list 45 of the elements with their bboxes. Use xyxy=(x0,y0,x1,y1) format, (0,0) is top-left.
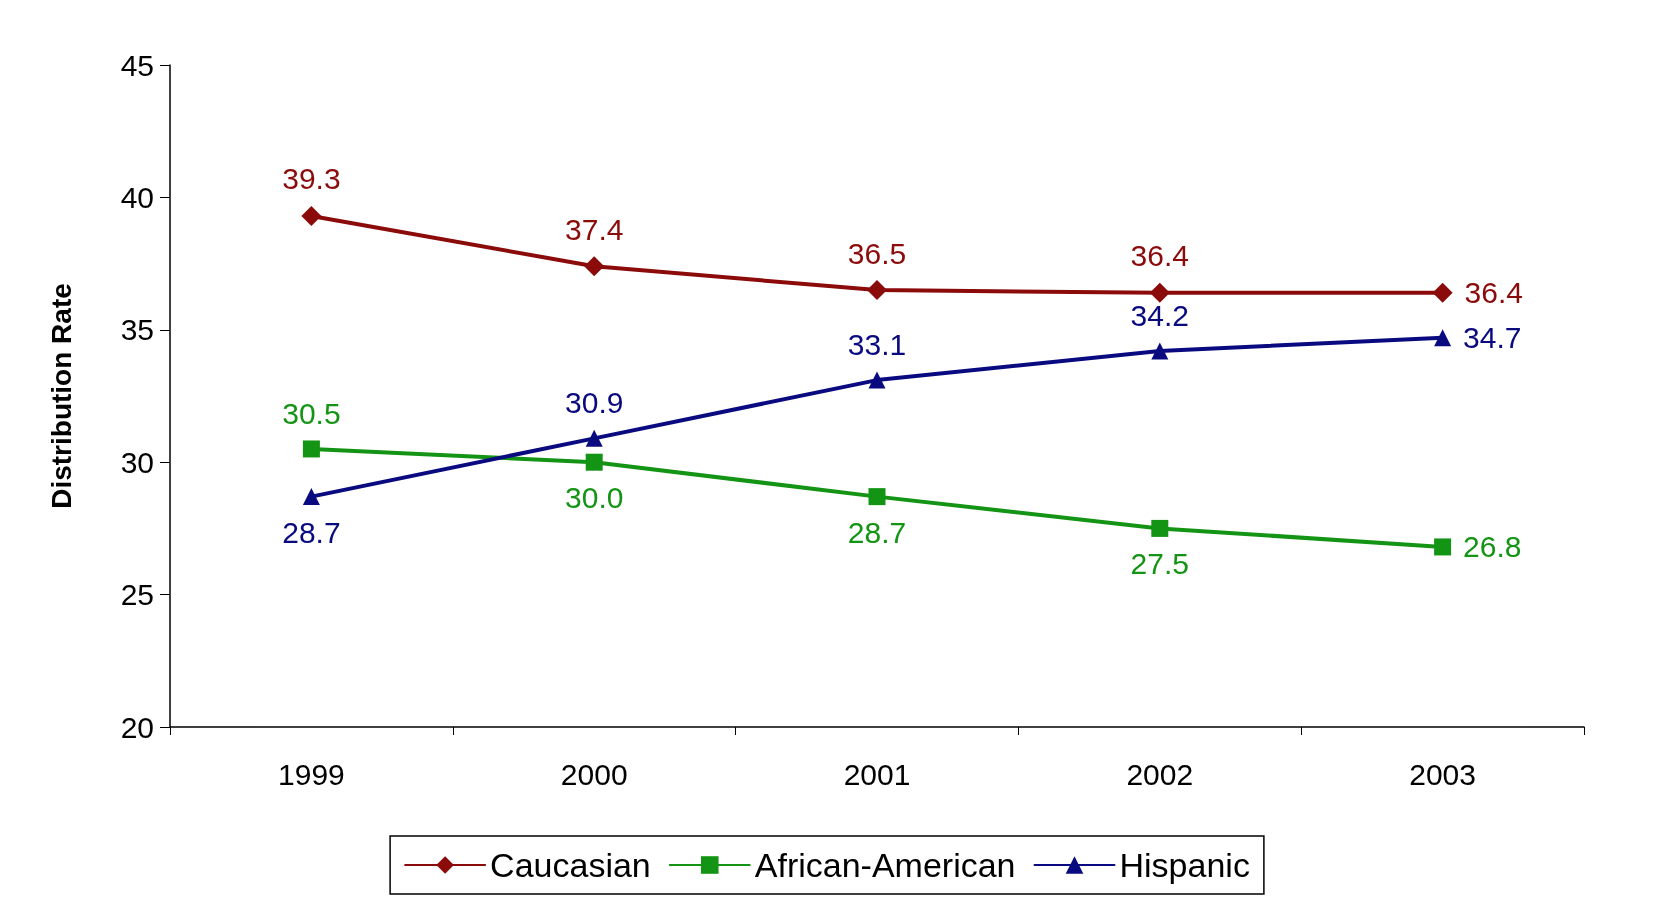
y-axis-title: Distribution Rate xyxy=(45,283,77,509)
point xyxy=(868,488,886,506)
y-tick-label: 30 xyxy=(120,445,154,479)
data-label: 36.5 xyxy=(847,236,907,270)
x-tick-label: 2000 xyxy=(560,757,628,791)
point xyxy=(585,453,603,471)
data-label: 37.4 xyxy=(565,212,624,246)
y-tick-label: 20 xyxy=(120,710,154,744)
data-label: 36.4 xyxy=(1464,276,1523,310)
x-tick-label: 2001 xyxy=(843,757,911,791)
legend-label: Hispanic xyxy=(1119,846,1250,884)
point xyxy=(1434,538,1452,556)
x-tick-label: 1999 xyxy=(278,757,345,791)
legend-label: Caucasian xyxy=(490,846,651,884)
data-label: 30.9 xyxy=(565,386,624,420)
data-label: 34.7 xyxy=(1463,321,1522,355)
point xyxy=(1151,342,1169,360)
x-tick-label: 2002 xyxy=(1126,757,1194,791)
y-tick-label: 45 xyxy=(120,48,154,82)
data-label: 28.7 xyxy=(282,515,341,549)
point xyxy=(867,280,887,301)
point xyxy=(585,429,603,447)
data-label: 28.7 xyxy=(847,515,907,549)
data-label: 30.0 xyxy=(565,481,624,515)
data-label: 30.5 xyxy=(282,396,341,430)
point xyxy=(302,440,320,458)
point xyxy=(1432,282,1453,303)
data-label: 33.1 xyxy=(847,328,907,362)
data-label: 34.2 xyxy=(1130,298,1189,332)
x-tick-label: 2003 xyxy=(1409,757,1476,791)
y-tick-label: 35 xyxy=(120,313,154,347)
point xyxy=(1151,519,1169,537)
y-tick-label: 25 xyxy=(120,578,154,612)
y-tick-label: 40 xyxy=(120,180,154,214)
point xyxy=(868,371,886,389)
point xyxy=(1434,329,1452,347)
legend-label: African-American xyxy=(754,846,1016,884)
point xyxy=(302,488,320,506)
data-label: 39.3 xyxy=(282,162,341,196)
data-label: 26.8 xyxy=(1463,530,1522,564)
data-label: 27.5 xyxy=(1130,547,1189,581)
point xyxy=(584,256,605,277)
data-label: 36.4 xyxy=(1130,239,1189,273)
point xyxy=(1149,282,1170,303)
point xyxy=(301,205,322,226)
